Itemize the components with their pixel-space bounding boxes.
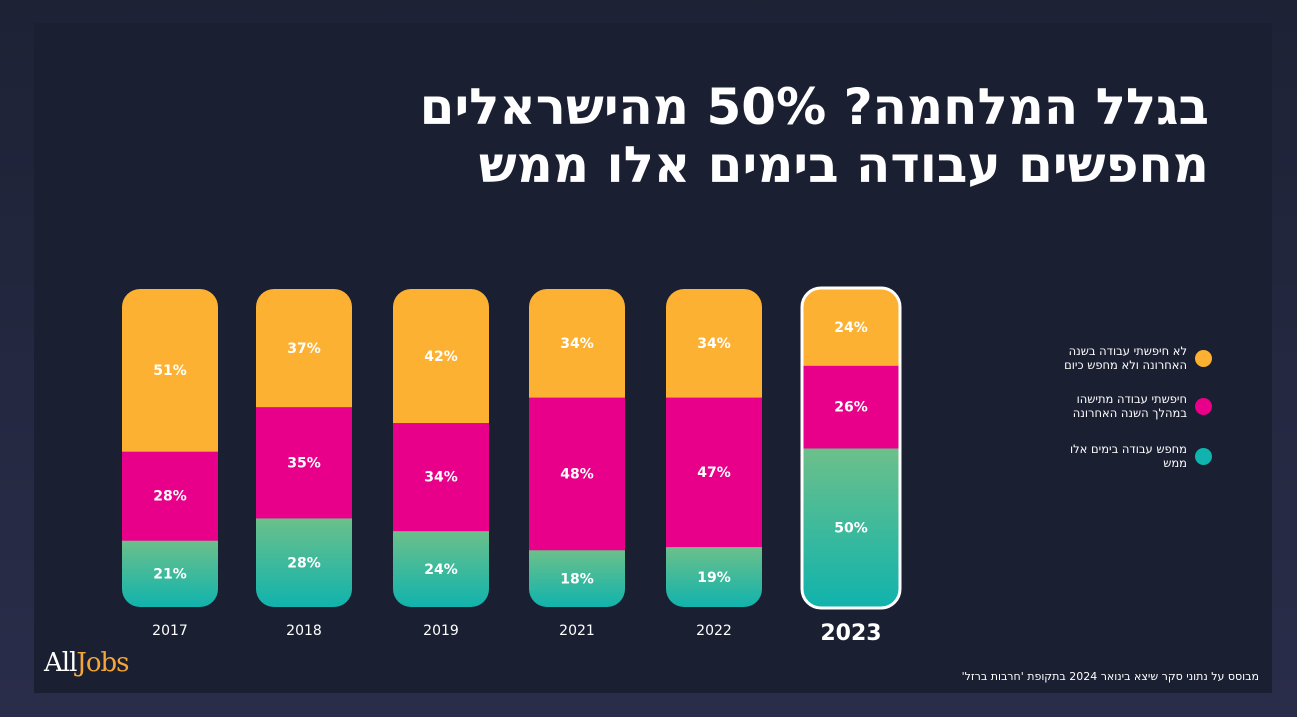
segment-2022-searching-now xyxy=(666,546,762,607)
x-tick-label-2022: 2022 xyxy=(696,623,732,639)
value-label-2022-not-searching: 34% xyxy=(697,336,731,352)
legend-label-searching-now: מחפש עבודה בימים אלו ממש xyxy=(1070,442,1187,470)
legend-item-not-searching: לא חיפשתי עבודה בשנה האחרונה ולא מחפש כי… xyxy=(1060,340,1212,376)
alljobs-logo: AllJobs xyxy=(44,648,129,678)
logo-jobs: Jobs xyxy=(76,648,129,678)
highlight-outline-2023 xyxy=(800,286,902,610)
segment-2019-searching-now xyxy=(393,530,489,607)
title-line-1: בגלל המלחמה? 50% מהישראלים xyxy=(419,78,1209,136)
legend-dot-searching-now xyxy=(1195,447,1212,465)
legend-label-not-searching: לא חיפשתי עבודה בשנה האחרונה ולא מחפש כי… xyxy=(1064,344,1187,372)
segment-2017-searched-last-year xyxy=(122,451,218,541)
x-tick-label-2018: 2018 xyxy=(286,623,322,639)
value-label-2018-searched-last-year: 35% xyxy=(287,455,321,471)
legend-item-searched-last-year: חיפשתי עבודה מתישהו במהלך השנה האחרונה xyxy=(1060,388,1212,424)
bar-2019 xyxy=(393,289,489,607)
segment-2023-searched-last-year xyxy=(803,365,899,449)
segment-2017-not-searching xyxy=(122,289,218,452)
x-tick-label-2017: 2017 xyxy=(152,623,188,639)
value-label-2022-searched-last-year: 47% xyxy=(697,465,731,481)
value-label-2019-searched-last-year: 34% xyxy=(424,470,458,486)
segment-2018-searching-now xyxy=(256,517,352,607)
segment-2022-searched-last-year xyxy=(666,397,762,548)
segment-2022-not-searching xyxy=(666,289,762,398)
legend-dot-searched-last-year xyxy=(1195,397,1212,415)
value-label-2021-searching-now: 18% xyxy=(560,571,594,587)
segment-2019-searched-last-year xyxy=(393,422,489,532)
chart-panel xyxy=(34,23,1272,693)
bar-2021 xyxy=(529,289,625,607)
value-label-2019-searching-now: 24% xyxy=(424,562,458,578)
segment-2023-searching-now xyxy=(803,448,899,607)
x-tick-label-2021: 2021 xyxy=(559,623,595,639)
value-label-2019-not-searching: 42% xyxy=(424,349,458,365)
value-label-2018-not-searching: 37% xyxy=(287,341,321,357)
value-label-2021-searched-last-year: 48% xyxy=(560,466,594,482)
source-footnote: מבוסס על נתוני סקר שיצא בינואר 2024 בתקו… xyxy=(961,670,1259,683)
bar-2017 xyxy=(122,289,218,607)
value-label-2023-searching-now: 50% xyxy=(834,521,868,537)
value-label-2021-not-searching: 34% xyxy=(560,336,594,352)
x-tick-label-2023: 2023 xyxy=(820,621,881,646)
value-label-2018-searching-now: 28% xyxy=(287,555,321,571)
bar-2022 xyxy=(666,289,762,607)
bar-2018 xyxy=(256,289,352,607)
segment-2021-searching-now xyxy=(529,549,625,607)
segment-2019-not-searching xyxy=(393,289,489,424)
legend-dot-not-searching xyxy=(1195,349,1212,367)
legend-item-searching-now: מחפש עבודה בימים אלו ממש xyxy=(1060,438,1212,474)
segment-2018-not-searching xyxy=(256,289,352,408)
segment-2021-not-searching xyxy=(529,289,625,398)
value-label-2017-searched-last-year: 28% xyxy=(153,489,187,505)
legend-label-searched-last-year: חיפשתי עבודה מתישהו במהלך השנה האחרונה xyxy=(1072,392,1187,420)
segment-2017-searching-now xyxy=(122,540,218,607)
value-label-2017-searching-now: 21% xyxy=(153,567,187,583)
chart-title: בגלל המלחמה? 50% מהישראלים מחפשים עבודה … xyxy=(309,78,1209,194)
segment-2018-searched-last-year xyxy=(256,406,352,519)
bar-2023 xyxy=(803,289,899,607)
logo-all: All xyxy=(44,648,77,678)
value-label-2017-not-searching: 51% xyxy=(153,363,187,379)
x-tick-label-2019: 2019 xyxy=(423,623,459,639)
segment-2021-searched-last-year xyxy=(529,397,625,551)
value-label-2023-not-searching: 24% xyxy=(834,320,868,336)
title-line-2: מחפשים עבודה בימים אלו ממש xyxy=(478,136,1209,194)
value-label-2023-searched-last-year: 26% xyxy=(834,400,868,416)
segment-2023-not-searching xyxy=(803,289,899,366)
value-label-2022-searching-now: 19% xyxy=(697,570,731,586)
